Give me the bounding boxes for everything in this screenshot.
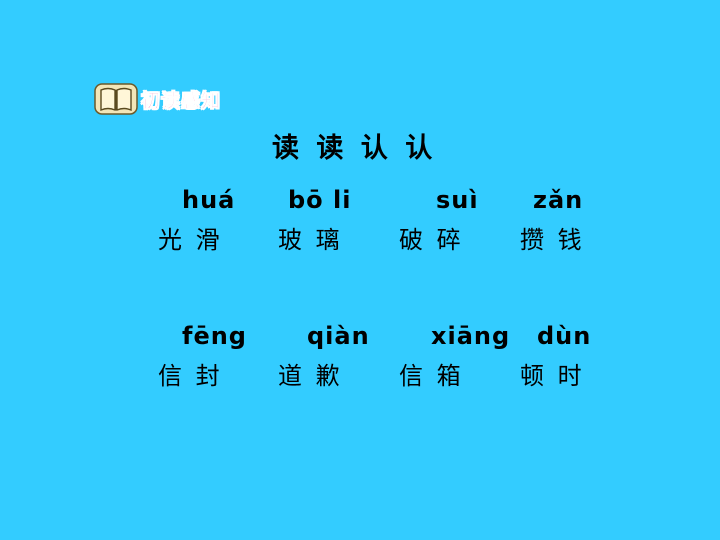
pinyin-boli: bō li <box>288 186 352 214</box>
word-xinfeng: 信 封 <box>158 362 223 390</box>
section-badge: 初读感知 <box>94 82 221 116</box>
word-guanghua: 光 滑 <box>158 226 223 254</box>
word-dunshi: 顿 时 <box>520 362 585 390</box>
pinyin-huá: huá <box>182 186 236 214</box>
open-book-icon <box>94 83 138 115</box>
pinyin-dun: dùn <box>537 322 592 350</box>
pinyin-feng: fēng <box>182 322 247 350</box>
word-posui: 破 碎 <box>399 226 464 254</box>
section-label: 初读感知 <box>141 89 222 112</box>
word-zanqian: 攒 钱 <box>520 226 585 254</box>
word-daoqian: 道 歉 <box>278 362 343 390</box>
pinyin-qian: qiàn <box>307 322 370 350</box>
word-xinxiang: 信 箱 <box>399 362 464 390</box>
word-boli: 玻 璃 <box>278 226 343 254</box>
pinyin-xiang: xiāng <box>431 322 511 350</box>
page-heading: 读 读 认 认 <box>272 133 437 164</box>
pinyin-sui: suì <box>436 186 479 214</box>
pinyin-zan: zǎn <box>533 186 584 214</box>
